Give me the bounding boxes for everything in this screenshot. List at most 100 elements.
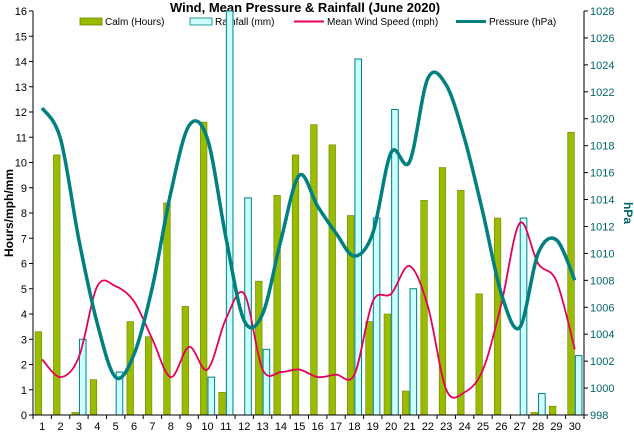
y2-tick-label: 1000 — [590, 383, 614, 395]
x-tick-label: 25 — [477, 421, 489, 433]
x-tick-label: 2 — [57, 421, 63, 433]
bar-calm-day-11 — [218, 391, 226, 416]
y-tick-label: 7 — [21, 233, 27, 245]
x-tick-label: 13 — [256, 421, 268, 433]
bar-rainfall-day-28 — [538, 393, 546, 416]
y-tick-label: 15 — [15, 31, 27, 43]
y-tick-label: 10 — [15, 158, 27, 170]
legend-label-pressure: Pressure (hPa) — [489, 17, 556, 28]
line-mean-wind-speed — [41, 221, 576, 399]
y-tick-label: 11 — [16, 132, 27, 144]
x-tick-label: 14 — [275, 421, 287, 433]
bar-calm-day-1 — [34, 331, 42, 416]
bar-calm-day-19 — [365, 321, 373, 416]
legend-swatch-rainfall — [189, 17, 213, 26]
y-tick-label: 1 — [21, 385, 27, 397]
x-tick-label: 15 — [293, 421, 305, 433]
bar-rainfall-day-21 — [409, 288, 418, 416]
bar-calm-day-29 — [549, 405, 557, 416]
x-tick-label: 22 — [422, 421, 434, 433]
x-tick-label: 21 — [403, 421, 415, 433]
y-tick-label: 9 — [21, 183, 27, 195]
y2-tick-label: 1016 — [590, 168, 614, 180]
bar-rainfall-day-10 — [207, 376, 216, 416]
x-tick-label: 4 — [94, 421, 100, 433]
x-tick-label: 7 — [149, 421, 155, 433]
y-tick-label: 5 — [21, 284, 27, 296]
y-tick-label: 2 — [21, 360, 27, 372]
chart-title: Wind, Mean Pressure & Rainfall (June 202… — [170, 0, 440, 15]
x-tick-label: 24 — [458, 421, 470, 433]
bar-rainfall-day-19 — [372, 217, 381, 416]
y2-tick-label: 1024 — [590, 60, 614, 72]
bar-calm-day-16 — [310, 124, 318, 416]
bar-calm-day-14 — [273, 195, 281, 416]
x-tick-label: 18 — [348, 421, 360, 433]
legend-label-wind: Mean Wind Speed (mph) — [327, 17, 438, 28]
y2-tick-label: 1018 — [590, 141, 614, 153]
bar-calm-day-4 — [89, 379, 98, 416]
y2-tick-label: 1006 — [590, 302, 614, 314]
x-tick-label: 19 — [367, 421, 379, 433]
y2-tick-label: 1022 — [590, 87, 614, 99]
bar-calm-day-22 — [420, 200, 428, 416]
x-tick-label: 12 — [238, 421, 250, 433]
y-tick-label: 3 — [21, 334, 27, 346]
y2-tick-label: 1004 — [590, 329, 614, 341]
y2-tick-label: 1010 — [590, 248, 614, 260]
y2-tick-label: 1020 — [590, 114, 614, 126]
x-tick-label: 10 — [201, 421, 213, 433]
y2-tick-label: 1012 — [590, 221, 614, 233]
bar-calm-day-25 — [475, 293, 483, 416]
legend-label-rainfall: Rainfall (mm) — [215, 17, 274, 28]
bar-calm-day-21 — [402, 390, 410, 416]
y-tick-label: 16 — [15, 6, 27, 18]
y-axis-title: Hours/mph/mm — [2, 169, 16, 257]
y-tick-label: 13 — [15, 82, 27, 94]
bar-rainfall-day-13 — [262, 348, 271, 416]
x-tick-label: 3 — [76, 421, 82, 433]
bar-calm-day-20 — [383, 313, 391, 416]
bar-calm-day-8 — [163, 202, 171, 416]
x-tick-label: 17 — [330, 421, 342, 433]
bar-rainfall-day-30 — [574, 355, 583, 416]
y2-tick-label: 1014 — [590, 195, 614, 207]
x-tick-label: 23 — [440, 421, 452, 433]
x-tick-label: 20 — [385, 421, 397, 433]
x-tick-label: 5 — [113, 421, 119, 433]
y-tick-label: 4 — [21, 309, 27, 321]
bar-calm-day-7 — [144, 336, 153, 416]
bar-calm-day-24 — [457, 189, 465, 416]
y-tick-label: 6 — [21, 259, 27, 271]
axes: 0123456789101112131415169981000100210041… — [15, 6, 615, 433]
y2-tick-label: 1028 — [590, 6, 614, 18]
plot-area — [34, 10, 583, 416]
x-tick-label: 30 — [569, 421, 581, 433]
y2-tick-label: 1026 — [590, 33, 614, 45]
x-tick-label: 11 — [220, 421, 231, 433]
bar-calm-day-10 — [200, 121, 208, 416]
y-tick-label: 12 — [15, 107, 27, 119]
y-tick-label: 8 — [21, 208, 27, 220]
y-tick-label: 0 — [21, 410, 27, 422]
x-tick-label: 8 — [168, 421, 174, 433]
line-pressure — [40, 70, 577, 381]
x-tick-label: 16 — [312, 421, 324, 433]
x-tick-label: 29 — [550, 421, 562, 433]
x-tick-label: 6 — [131, 421, 137, 433]
y-tick-label: 14 — [15, 57, 27, 69]
legend: Calm (Hours) Rainfall (mm) Mean Wind Spe… — [79, 17, 556, 28]
x-tick-label: 1 — [39, 421, 45, 433]
bar-calm-day-9 — [181, 306, 189, 416]
y2-tick-label: 1008 — [590, 275, 614, 287]
bar-calm-day-18 — [347, 215, 355, 416]
legend-label-calm: Calm (Hours) — [105, 17, 164, 28]
x-tick-label: 26 — [495, 421, 507, 433]
y2-axis-title: hPa — [621, 202, 634, 224]
legend-swatch-calm — [79, 17, 103, 26]
y2-tick-label: 998 — [590, 410, 608, 422]
x-tick-label: 9 — [186, 421, 192, 433]
bar-rainfall-day-11 — [225, 10, 234, 416]
y2-tick-label: 1002 — [590, 356, 614, 368]
